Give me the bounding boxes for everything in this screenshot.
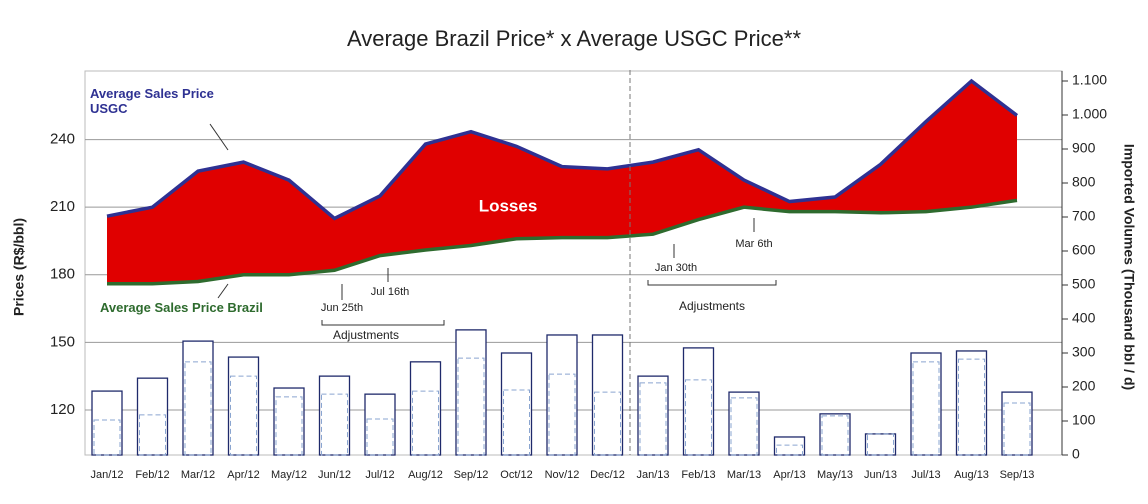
volume-inner — [457, 357, 485, 456]
x-tick-label: Oct/12 — [500, 469, 532, 481]
x-tick-label: Jul/12 — [365, 469, 394, 481]
volume-bar — [910, 352, 942, 456]
x-tick-label: Jan/12 — [90, 469, 123, 481]
x-tick-label: Apr/13 — [773, 469, 805, 481]
volume-inner — [412, 390, 439, 456]
volume-bar — [682, 347, 715, 456]
annotation: Jan 30th — [655, 262, 697, 274]
y2-tick-label: 500 — [1072, 276, 1096, 292]
volume-bar — [546, 334, 578, 456]
volume-inner — [639, 382, 667, 456]
y2-tick-label: 200 — [1072, 378, 1096, 394]
x-tick-label: Sep/13 — [1000, 469, 1035, 481]
y2-tick-label: 100 — [1072, 412, 1096, 428]
volume-inner — [594, 391, 621, 456]
y2-tick-label: 1.100 — [1072, 72, 1107, 88]
x-tick-label: May/13 — [817, 469, 853, 481]
y-tick-label: 180 — [50, 266, 75, 283]
volume-bar — [728, 391, 760, 456]
usgc-label: Average Sales Price USGC — [90, 86, 214, 116]
volume-bar — [500, 352, 533, 456]
volume-inner — [93, 419, 121, 456]
losses-area — [107, 81, 1017, 284]
x-tick-label: Sep/12 — [454, 469, 489, 481]
volume-inner — [184, 361, 212, 456]
x-tick-label: Jul/13 — [911, 469, 940, 481]
y2-axis-label: Imported Volumes (Thousand bbl / d) — [1121, 144, 1137, 390]
x-tick-label: Aug/12 — [408, 469, 443, 481]
x-tick-label: Apr/12 — [227, 469, 259, 481]
volume-bar — [273, 387, 305, 456]
x-tick-label: Feb/12 — [135, 469, 169, 481]
annotation: Jun 25th — [321, 302, 363, 314]
y-tick-label: 240 — [50, 131, 75, 148]
y2-tick-label: 300 — [1072, 344, 1096, 360]
volume-bar — [955, 350, 988, 456]
y2-tick-label: 1.000 — [1072, 106, 1107, 122]
y2-tick-label: 900 — [1072, 140, 1096, 156]
volume-bar — [318, 375, 351, 456]
x-tick-label: Feb/13 — [681, 469, 715, 481]
x-tick-label: Mar/13 — [727, 469, 761, 481]
annotation: Adjustments — [333, 328, 399, 342]
y-tick-label: 120 — [50, 401, 75, 418]
x-tick-label: Nov/12 — [545, 469, 580, 481]
y-axis-label: Prices (R$/bbl) — [11, 218, 27, 316]
volume-bar — [455, 329, 487, 456]
price-line — [107, 198, 1018, 286]
y-tick-label: 210 — [50, 198, 75, 215]
x-tick-label: Jun/12 — [318, 469, 351, 481]
volume-inner — [321, 393, 348, 456]
y2-tick-label: 400 — [1072, 310, 1096, 326]
volume-bar — [409, 361, 442, 456]
price-line — [106, 78, 1019, 221]
volume-inner — [685, 379, 712, 456]
volume-inner — [776, 444, 803, 456]
volume-inner — [821, 415, 849, 456]
volume-bar — [182, 340, 214, 456]
volume-inner — [366, 418, 394, 456]
volume-inner — [1003, 402, 1031, 456]
volume-bar — [364, 393, 396, 456]
arrows — [209, 123, 777, 326]
annotation: Mar 6th — [735, 238, 772, 250]
x-tick-label: Dec/12 — [590, 469, 625, 481]
y2-tick-label: 0 — [1072, 446, 1080, 462]
volume-bar — [591, 334, 624, 456]
volume-bar — [864, 433, 897, 456]
plot: 120 150 180 210 240 0 100 200 300 400 500 600 700 800… — [50, 70, 1107, 481]
annotation: Jul 16th — [371, 286, 410, 298]
y2-tick-label: 800 — [1072, 174, 1096, 190]
annotation: Adjustments — [679, 299, 745, 313]
x-tick-label: May/12 — [271, 469, 307, 481]
x-tick-label: Aug/13 — [954, 469, 989, 481]
volume-inner — [230, 375, 257, 456]
volume-inner — [503, 389, 530, 456]
volume-inner — [275, 396, 303, 456]
volume-inner — [912, 361, 940, 456]
volume-bar — [1001, 391, 1033, 456]
x-tick-label: Jan/13 — [636, 469, 669, 481]
volume-inner — [139, 414, 166, 456]
volume-bar — [773, 436, 806, 456]
volume-inner — [730, 397, 758, 456]
volume-bar — [227, 356, 260, 456]
volume-bar — [819, 413, 851, 456]
volume-inner — [867, 433, 894, 456]
volume-bar — [136, 377, 169, 456]
chart-title: Average Brazil Price* x Average USGC Pri… — [347, 26, 801, 51]
y2-tick-label: 700 — [1072, 208, 1096, 224]
x-tick-label: Jun/13 — [864, 469, 897, 481]
volume-bar — [637, 375, 669, 456]
brazil-label: Average Sales Price Brazil — [100, 300, 263, 315]
y-tick-label: 150 — [50, 333, 75, 350]
y2-tick-label: 600 — [1072, 242, 1096, 258]
volume-inner — [548, 373, 576, 456]
x-tick-label: Mar/12 — [181, 469, 215, 481]
volume-bar — [91, 390, 123, 456]
volume-inner — [958, 358, 985, 456]
annotation: Losses — [479, 196, 538, 215]
